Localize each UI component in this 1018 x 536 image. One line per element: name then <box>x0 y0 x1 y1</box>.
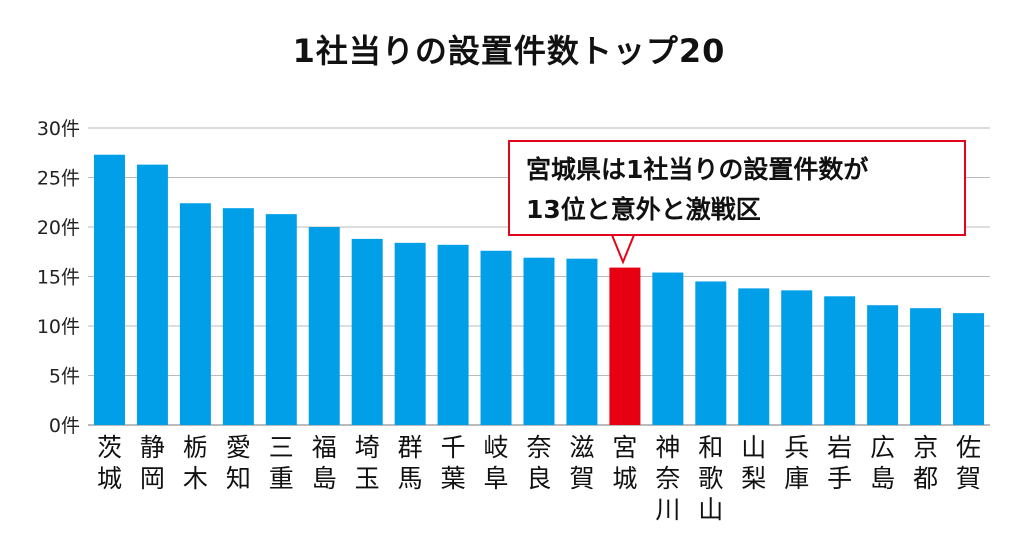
category-label: 知 <box>226 464 251 493</box>
category-label: 賀 <box>569 464 594 493</box>
category-label: 奈 <box>526 433 551 462</box>
bar <box>179 203 211 425</box>
category-label: 島 <box>312 464 337 493</box>
y-tick-label: 15件 <box>37 267 80 289</box>
category-label: 群 <box>398 433 423 462</box>
callout-box: 宮城県は1社当りの設置件数が 13位と意外と激戦区 <box>508 140 966 236</box>
category-label: 川 <box>655 495 680 524</box>
category-label: 阜 <box>484 464 509 493</box>
category-label: 滋 <box>569 433 594 462</box>
bar <box>609 267 641 425</box>
y-tick-label: 20件 <box>37 217 80 239</box>
bar <box>437 244 469 425</box>
bar <box>265 214 297 425</box>
category-label: 茨 <box>97 433 122 462</box>
category-label: 良 <box>526 464 551 493</box>
callout-line-2: 13位と意外と激戦区 <box>526 195 761 224</box>
category-label: 神 <box>655 433 680 462</box>
y-tick-label: 5件 <box>49 366 80 388</box>
category-label: 手 <box>827 464 852 493</box>
bar <box>136 164 168 425</box>
chart-title: 1社当りの設置件数トップ20 <box>292 32 726 70</box>
category-label: 馬 <box>398 464 423 493</box>
y-axis-ticks: 0件 5件 10件 15件 20件 25件 30件 <box>37 118 80 437</box>
bar <box>351 238 383 425</box>
bar <box>738 288 770 425</box>
bar <box>824 296 856 425</box>
category-label: 山 <box>741 433 766 462</box>
category-label: 岩 <box>827 433 852 462</box>
bar <box>394 242 426 425</box>
category-label: 和 <box>698 433 723 462</box>
bar <box>308 227 340 425</box>
bar <box>652 272 684 425</box>
category-label: 愛 <box>226 433 251 462</box>
category-label: 埼 <box>355 433 380 462</box>
bar <box>222 208 254 425</box>
category-label: 佐 <box>956 433 981 462</box>
category-label: 城 <box>97 464 122 493</box>
category-label: 奈 <box>655 464 680 493</box>
category-label: 都 <box>913 464 938 493</box>
category-label: 重 <box>269 464 294 493</box>
bar <box>910 308 942 425</box>
y-tick-label: 25件 <box>37 168 80 190</box>
bar <box>566 258 598 425</box>
category-label: 京 <box>913 433 938 462</box>
y-tick-label: 30件 <box>37 118 80 140</box>
category-label: 賀 <box>956 464 981 493</box>
category-label: 福 <box>312 433 337 462</box>
category-label: 岡 <box>140 464 165 493</box>
bar <box>867 305 899 425</box>
category-label: 梨 <box>741 464 766 493</box>
bar <box>695 281 727 425</box>
category-label: 歌 <box>698 464 723 493</box>
category-label: 兵 <box>784 433 809 462</box>
category-label: 広 <box>870 433 895 462</box>
bar <box>93 154 125 426</box>
category-label: 城 <box>612 464 637 493</box>
callout-line-1: 宮城県は1社当りの設置件数が <box>526 155 869 184</box>
y-tick-label: 0件 <box>49 415 80 437</box>
category-label: 岐 <box>484 433 509 462</box>
category-label: 島 <box>870 464 895 493</box>
category-label: 山 <box>698 495 723 524</box>
category-label: 木 <box>183 464 208 493</box>
bar <box>781 290 813 425</box>
bar <box>953 313 985 425</box>
bar <box>480 250 512 425</box>
category-label: 千 <box>441 433 466 462</box>
category-label: 栃 <box>183 433 208 462</box>
bar <box>523 257 555 425</box>
category-label: 宮 <box>612 433 637 462</box>
category-label: 静 <box>140 433 165 462</box>
category-label: 庫 <box>784 464 809 493</box>
category-label: 三 <box>269 433 294 462</box>
category-label: 葉 <box>441 464 466 493</box>
category-label: 玉 <box>355 464 380 493</box>
y-tick-label: 10件 <box>37 316 80 338</box>
callout-pointer <box>611 234 635 265</box>
category-labels: 茨城静岡栃木愛知三重福島埼玉群馬千葉岐阜奈良滋賀宮城神奈川和歌山山梨兵庫岩手広島… <box>97 433 981 524</box>
bars <box>93 154 985 426</box>
